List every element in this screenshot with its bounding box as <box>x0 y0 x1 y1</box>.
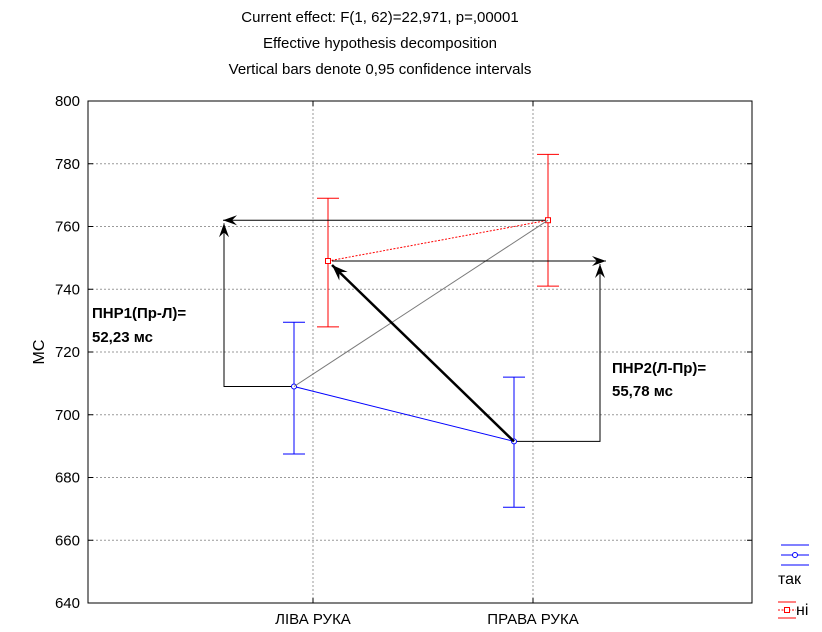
arrow-pnr2-line <box>517 264 601 442</box>
arrow-pnr2 <box>517 264 605 442</box>
legend-label-ni: ні <box>796 602 808 619</box>
y-tick-label: 660 <box>55 532 80 549</box>
arrow-pnr1 <box>219 223 291 388</box>
arrow-pnr2-head <box>595 264 605 279</box>
annotation-pnr1: ПНР1(Пр-Л)= 52,23 мс <box>92 305 186 346</box>
arrow-mid-right-head <box>592 256 606 267</box>
x-axis-ticks: ЛІВА РУКА ПРАВА РУКА <box>275 101 579 628</box>
arrow-pnr1-head <box>219 223 229 238</box>
legend-marker-ni <box>778 601 796 619</box>
diagonal-connector <box>293 219 549 387</box>
arrow-main-diagonal-head <box>332 265 348 281</box>
chart-title: Current effect: F(1, 62)=22,971, p=,0000… <box>241 9 518 26</box>
y-tick-label: 740 <box>55 281 80 298</box>
annotation-pnr2: ПНР2(Л-Пр)= 55,78 мс <box>612 360 706 400</box>
arrow-top-left-head <box>223 215 237 226</box>
y-tick-label: 640 <box>55 595 80 612</box>
arrow-main-diagonal <box>331 264 515 443</box>
x-tick-label: ЛІВА РУКА <box>275 611 351 628</box>
chart-subtitle: Effective hypothesis decomposition <box>263 35 497 52</box>
legend-point <box>784 607 790 613</box>
arrow-main-diagonal-line <box>331 264 515 443</box>
series-line <box>327 219 549 262</box>
legend-marker-tak <box>781 544 809 566</box>
y-tick-label: 700 <box>55 407 80 424</box>
y-tick-label: 800 <box>55 93 80 110</box>
annotation-pnr1-line1: ПНР1(Пр-Л)= <box>92 305 186 322</box>
x-tick-label: ПРАВА РУКА <box>487 611 578 628</box>
annotation-pnr2-line1: ПНР2(Л-Пр)= <box>612 360 706 377</box>
legend: так ні <box>778 544 809 619</box>
y-tick-label: 720 <box>55 344 80 361</box>
arrow-pnr1-line <box>223 223 291 388</box>
chart-note: Vertical bars denote 0,95 confidence int… <box>229 61 532 78</box>
y-tick-label: 780 <box>55 156 80 173</box>
arrow-mid-right <box>332 256 606 267</box>
series-layer <box>283 153 559 508</box>
annotation-pnr1-line2: 52,23 мс <box>92 329 153 346</box>
series-0 <box>283 321 525 508</box>
y-tick-label: 680 <box>55 470 80 487</box>
annotation-arrows <box>219 215 606 443</box>
arrow-top-left <box>223 215 545 226</box>
series-1 <box>317 153 559 328</box>
y-axis-ticks: 640 660 680 700 720 740 760 780 800 <box>55 93 752 612</box>
legend-point <box>792 552 798 558</box>
annotation-pnr2-line2: 55,78 мс <box>612 383 673 400</box>
legend-label-tak: так <box>778 571 802 588</box>
y-axis-label: МС <box>31 340 48 365</box>
y-tick-label: 760 <box>55 219 80 236</box>
data-point <box>325 258 331 265</box>
series-line <box>293 386 515 442</box>
